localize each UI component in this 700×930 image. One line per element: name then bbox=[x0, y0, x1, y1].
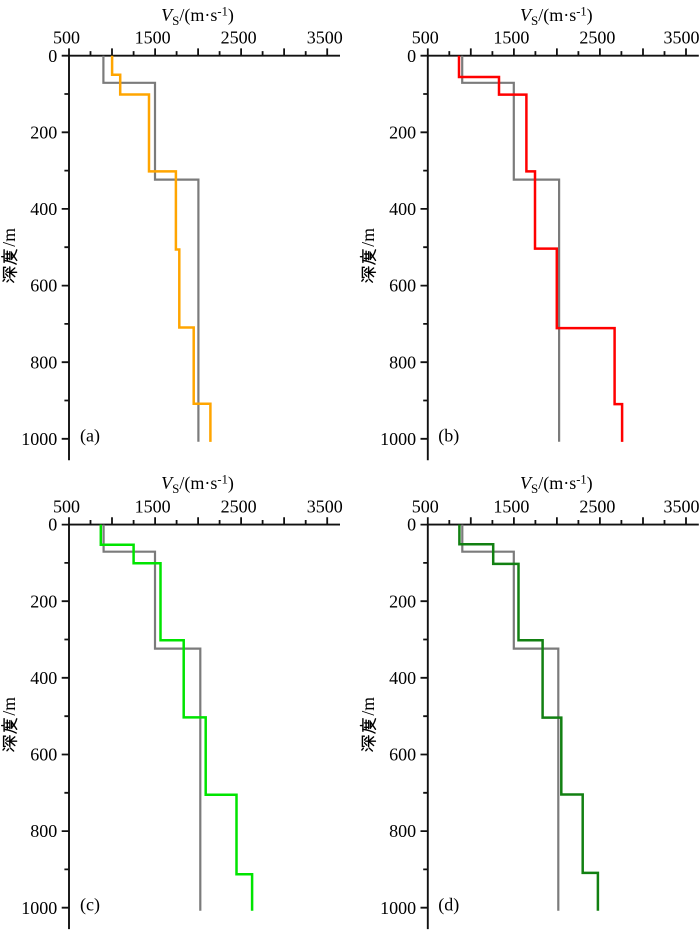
svg-text:500: 500 bbox=[53, 497, 80, 517]
svg-text:200: 200 bbox=[389, 591, 416, 611]
svg-text:3500: 3500 bbox=[307, 28, 343, 48]
svg-text:1500: 1500 bbox=[493, 28, 529, 48]
svg-text:VS/(m·s-1): VS/(m·s-1) bbox=[520, 4, 593, 27]
svg-text:200: 200 bbox=[389, 122, 416, 142]
svg-text:500: 500 bbox=[412, 28, 439, 48]
svg-text:0: 0 bbox=[407, 46, 416, 66]
svg-text:0: 0 bbox=[48, 515, 57, 535]
svg-text:600: 600 bbox=[389, 276, 416, 296]
svg-text:(a): (a) bbox=[80, 426, 100, 447]
svg-text:(b): (b) bbox=[438, 426, 459, 447]
svg-text:VS/(m·s-1): VS/(m·s-1) bbox=[161, 472, 234, 495]
svg-text:1000: 1000 bbox=[21, 898, 57, 918]
svg-text:/m: /m bbox=[358, 697, 378, 716]
svg-text:3500: 3500 bbox=[664, 497, 700, 517]
svg-text:/m: /m bbox=[0, 228, 19, 247]
svg-text:800: 800 bbox=[389, 352, 416, 372]
svg-text:0: 0 bbox=[48, 46, 57, 66]
svg-text:2500: 2500 bbox=[221, 28, 257, 48]
svg-text:1500: 1500 bbox=[493, 497, 529, 517]
svg-text:500: 500 bbox=[412, 497, 439, 517]
svg-text:1000: 1000 bbox=[21, 429, 57, 449]
svg-text:3500: 3500 bbox=[307, 497, 343, 517]
svg-text:600: 600 bbox=[389, 745, 416, 765]
svg-text:2500: 2500 bbox=[579, 497, 615, 517]
svg-text:400: 400 bbox=[30, 668, 57, 688]
svg-text:200: 200 bbox=[30, 591, 57, 611]
svg-text:1500: 1500 bbox=[135, 497, 171, 517]
svg-text:VS/(m·s-1): VS/(m·s-1) bbox=[161, 4, 234, 27]
svg-text:600: 600 bbox=[30, 276, 57, 296]
svg-text:500: 500 bbox=[53, 28, 80, 48]
svg-text:400: 400 bbox=[389, 668, 416, 688]
svg-text:800: 800 bbox=[30, 821, 57, 841]
svg-text:(c): (c) bbox=[80, 895, 100, 916]
svg-text:2500: 2500 bbox=[579, 28, 615, 48]
svg-text:400: 400 bbox=[389, 199, 416, 219]
svg-text:3500: 3500 bbox=[664, 28, 700, 48]
svg-text:VS/(m·s-1): VS/(m·s-1) bbox=[520, 472, 593, 495]
svg-text:1500: 1500 bbox=[135, 28, 171, 48]
svg-text:/m: /m bbox=[358, 228, 378, 247]
svg-text:800: 800 bbox=[389, 821, 416, 841]
svg-text:1000: 1000 bbox=[380, 429, 416, 449]
svg-text:2500: 2500 bbox=[221, 497, 257, 517]
svg-text:400: 400 bbox=[30, 199, 57, 219]
svg-text:0: 0 bbox=[407, 515, 416, 535]
svg-text:(d): (d) bbox=[438, 895, 459, 916]
svg-text:/m: /m bbox=[0, 697, 19, 716]
svg-text:800: 800 bbox=[30, 352, 57, 372]
svg-text:1000: 1000 bbox=[380, 898, 416, 918]
svg-text:200: 200 bbox=[30, 122, 57, 142]
svg-text:600: 600 bbox=[30, 745, 57, 765]
